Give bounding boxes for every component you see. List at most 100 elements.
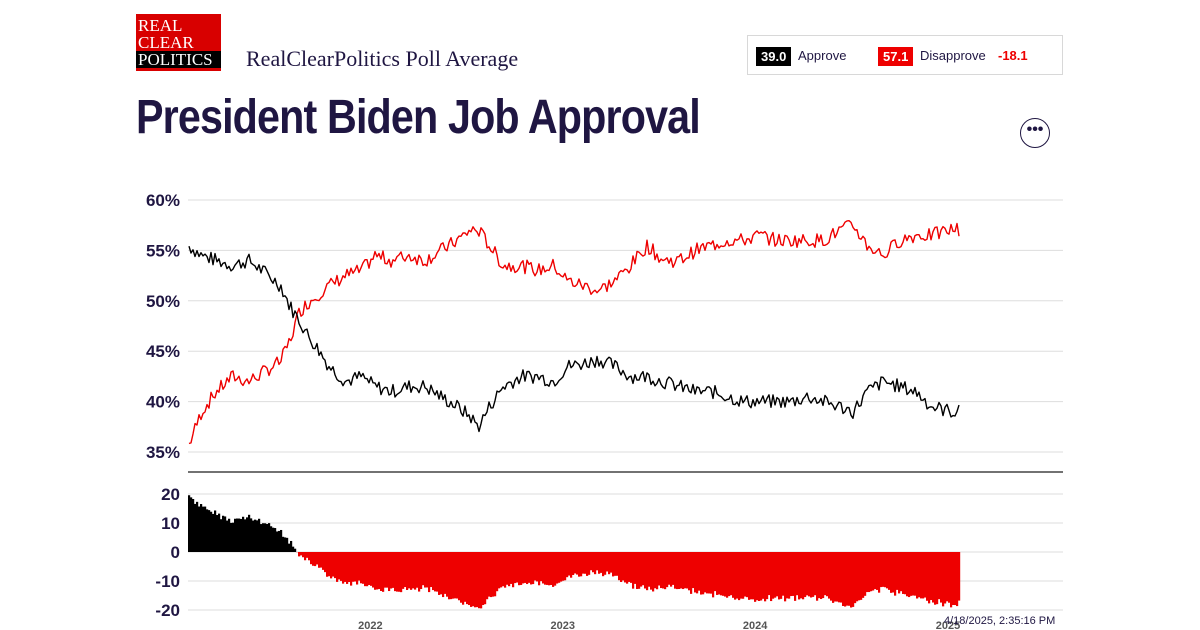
spread-bar [336, 552, 339, 582]
spread-bar [292, 546, 295, 552]
spread-bar [422, 552, 425, 586]
spread-bar [556, 552, 559, 584]
spread-bar [364, 552, 367, 587]
spread-bar [842, 552, 845, 606]
y-tick-label: 60% [146, 191, 180, 210]
spread-bar [470, 552, 473, 607]
spread-bar [468, 552, 471, 606]
spread-bar [212, 513, 215, 552]
spread-bar [782, 552, 785, 596]
spread-bar [444, 552, 447, 594]
spread-bar [712, 552, 715, 598]
spread-bar [254, 519, 257, 552]
spread-bar [392, 552, 395, 588]
spread-bar [216, 515, 219, 552]
disapprove-value-badge: 57.1 [878, 47, 914, 66]
spread-bar [762, 552, 765, 599]
spread-bar [312, 552, 315, 566]
spread-bar [650, 552, 653, 590]
spread-bar [900, 552, 903, 592]
spread-bar [828, 552, 831, 599]
spread-bar [338, 552, 341, 580]
spread-bar [774, 552, 777, 598]
spread-bar [846, 552, 849, 606]
spread-bar [460, 552, 463, 603]
spread-bar [746, 552, 749, 598]
spread-bar [204, 506, 207, 552]
spread-bar [662, 552, 665, 589]
spread-bar [234, 518, 237, 552]
spread-bar [526, 552, 529, 585]
spread-bar [850, 552, 853, 608]
spread-bar [740, 552, 743, 599]
spread-bar [616, 552, 619, 576]
spread-bar [360, 552, 363, 584]
spread-bar [826, 552, 829, 597]
logo-line-1: REAL [138, 16, 183, 35]
spread-bar [506, 552, 509, 585]
spread-bar [206, 509, 209, 552]
spread-bar [596, 552, 599, 571]
spread-bar [742, 552, 745, 599]
spread-bar [648, 552, 651, 587]
spread-bar [356, 552, 359, 585]
spread-bar [528, 552, 531, 583]
spread-bar [832, 552, 835, 603]
spread-bar [744, 552, 747, 597]
spread-bar [542, 552, 545, 584]
spread-bar [488, 552, 491, 597]
spread-bar [474, 552, 477, 608]
y-tick-label: 45% [146, 342, 180, 361]
spread-bar [524, 552, 527, 583]
spread-bar [830, 552, 833, 601]
spread-bar [912, 552, 915, 596]
spread-bar [896, 552, 899, 590]
spread-bar [628, 552, 631, 582]
spread-bar [516, 552, 519, 583]
spread-bar [824, 552, 827, 596]
spread-bar [670, 552, 673, 587]
spread-bar [836, 552, 839, 602]
spread-bar [434, 552, 437, 592]
spread-bar [676, 552, 679, 590]
spread-bar [532, 552, 535, 585]
rcp-logo[interactable]: REAL CLEAR POLITICS [136, 14, 221, 71]
spread-bar [726, 552, 729, 598]
spread-bar [486, 552, 489, 600]
spread-bar [894, 552, 897, 596]
spread-bar [458, 552, 461, 601]
spread-bar [476, 552, 479, 608]
spread-bar [758, 552, 761, 602]
spread-bar [576, 552, 579, 575]
spread-bar [778, 552, 781, 600]
spread-bar [378, 552, 381, 590]
spread-bar [708, 552, 711, 594]
spread-bar [262, 523, 265, 552]
spread-bar [730, 552, 733, 596]
spread-bar [480, 552, 483, 609]
spread-bar [802, 552, 805, 600]
x-tick-label: 2025 [936, 620, 960, 630]
spread-bar [278, 530, 281, 552]
spread-bar [188, 495, 191, 552]
spread-tick-label: 20 [161, 485, 180, 504]
spread-bar [916, 552, 919, 599]
spread-bar [440, 552, 443, 595]
spread-bar [716, 552, 719, 595]
spread-bar [384, 552, 387, 588]
spread-bar [420, 552, 423, 590]
spread-bar [748, 552, 751, 600]
spread-bar [806, 552, 809, 596]
spread-bar [904, 552, 907, 595]
spread-bar [330, 552, 333, 579]
spread-bar [754, 552, 757, 602]
spread-bar [602, 552, 605, 577]
spread-bar [790, 552, 793, 597]
spread-bar [588, 552, 591, 575]
more-options-button[interactable]: ••• [1020, 118, 1050, 148]
spread-bar [388, 552, 391, 592]
spread-bar [418, 552, 421, 592]
spread-bar [362, 552, 365, 584]
spread-bar [606, 552, 609, 572]
spread-bar [504, 552, 507, 588]
